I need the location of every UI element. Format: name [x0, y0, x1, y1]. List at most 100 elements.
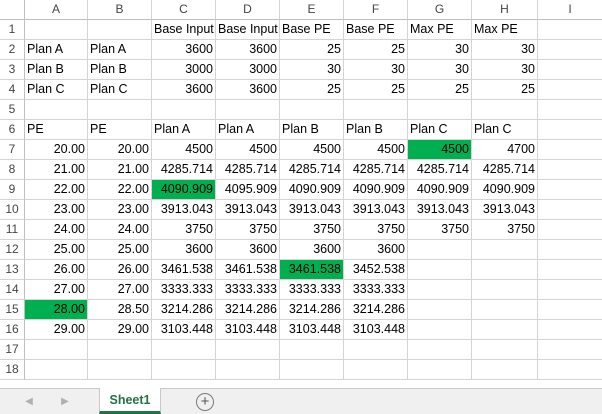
- cell-g14[interactable]: [408, 280, 472, 300]
- cell-h9[interactable]: 4090.909: [472, 180, 538, 200]
- cell-a10[interactable]: 23.00: [25, 200, 88, 220]
- cell-a8[interactable]: 21.00: [25, 160, 88, 180]
- cell-c13[interactable]: 3461.538: [152, 260, 216, 280]
- cell-e18[interactable]: [280, 360, 344, 380]
- cell-f7[interactable]: 4500: [344, 140, 408, 160]
- cell-h8[interactable]: 4285.714: [472, 160, 538, 180]
- row-header-8[interactable]: 8: [0, 160, 25, 180]
- row-header-13[interactable]: 13: [0, 260, 25, 280]
- row-header-12[interactable]: 12: [0, 240, 25, 260]
- cell-g6[interactable]: Plan C: [408, 120, 472, 140]
- cell-h12[interactable]: [472, 240, 538, 260]
- cell-i11[interactable]: [538, 220, 602, 240]
- row-header-16[interactable]: 16: [0, 320, 25, 340]
- cell-c1[interactable]: Base Input: [152, 20, 216, 40]
- row-header-10[interactable]: 10: [0, 200, 25, 220]
- cell-a13[interactable]: 26.00: [25, 260, 88, 280]
- cell-f6[interactable]: Plan B: [344, 120, 408, 140]
- cell-g15[interactable]: [408, 300, 472, 320]
- cell-f11[interactable]: 3750: [344, 220, 408, 240]
- row-header-11[interactable]: 11: [0, 220, 25, 240]
- cell-e4[interactable]: 25: [280, 80, 344, 100]
- cell-e2[interactable]: 25: [280, 40, 344, 60]
- cell-h16[interactable]: [472, 320, 538, 340]
- cell-g8[interactable]: 4285.714: [408, 160, 472, 180]
- row-header-5[interactable]: 5: [0, 100, 25, 120]
- cell-c4[interactable]: 3600: [152, 80, 216, 100]
- cell-f4[interactable]: 25: [344, 80, 408, 100]
- cell-i7[interactable]: [538, 140, 602, 160]
- cell-b12[interactable]: 25.00: [88, 240, 152, 260]
- cell-e11[interactable]: 3750: [280, 220, 344, 240]
- cell-b9[interactable]: 22.00: [88, 180, 152, 200]
- row-header-15[interactable]: 15: [0, 300, 25, 320]
- cell-a12[interactable]: 25.00: [25, 240, 88, 260]
- cell-e8[interactable]: 4285.714: [280, 160, 344, 180]
- cell-b18[interactable]: [88, 360, 152, 380]
- cell-d7[interactable]: 4500: [216, 140, 280, 160]
- column-header-a[interactable]: A: [25, 0, 88, 20]
- cell-d12[interactable]: 3600: [216, 240, 280, 260]
- column-header-e[interactable]: E: [280, 0, 344, 20]
- row-header-14[interactable]: 14: [0, 280, 25, 300]
- cell-d10[interactable]: 3913.043: [216, 200, 280, 220]
- cell-h13[interactable]: [472, 260, 538, 280]
- cell-c11[interactable]: 3750: [152, 220, 216, 240]
- cell-e3[interactable]: 30: [280, 60, 344, 80]
- cell-c10[interactable]: 3913.043: [152, 200, 216, 220]
- cell-a7[interactable]: 20.00: [25, 140, 88, 160]
- cell-h11[interactable]: 3750: [472, 220, 538, 240]
- row-header-3[interactable]: 3: [0, 60, 25, 80]
- cell-b15[interactable]: 28.50: [88, 300, 152, 320]
- cell-h7[interactable]: 4700: [472, 140, 538, 160]
- cell-c14[interactable]: 3333.333: [152, 280, 216, 300]
- cell-d15[interactable]: 3214.286: [216, 300, 280, 320]
- cell-c8[interactable]: 4285.714: [152, 160, 216, 180]
- cell-f14[interactable]: 3333.333: [344, 280, 408, 300]
- cell-i18[interactable]: [538, 360, 602, 380]
- cell-h1[interactable]: Max PE: [472, 20, 538, 40]
- cell-a1[interactable]: [25, 20, 88, 40]
- cell-e15[interactable]: 3214.286: [280, 300, 344, 320]
- cell-a17[interactable]: [25, 340, 88, 360]
- cell-a11[interactable]: 24.00: [25, 220, 88, 240]
- cell-c3[interactable]: 3000: [152, 60, 216, 80]
- cell-h17[interactable]: [472, 340, 538, 360]
- column-header-g[interactable]: G: [408, 0, 472, 20]
- cell-d11[interactable]: 3750: [216, 220, 280, 240]
- cell-b6[interactable]: PE: [88, 120, 152, 140]
- cell-g9[interactable]: 4090.909: [408, 180, 472, 200]
- cell-a5[interactable]: [25, 100, 88, 120]
- cell-i13[interactable]: [538, 260, 602, 280]
- cell-g18[interactable]: [408, 360, 472, 380]
- cell-f17[interactable]: [344, 340, 408, 360]
- cell-g4[interactable]: 25: [408, 80, 472, 100]
- cell-e12[interactable]: 3600: [280, 240, 344, 260]
- cell-d9[interactable]: 4095.909: [216, 180, 280, 200]
- cell-f16[interactable]: 3103.448: [344, 320, 408, 340]
- cell-i10[interactable]: [538, 200, 602, 220]
- cell-e16[interactable]: 3103.448: [280, 320, 344, 340]
- cell-g13[interactable]: [408, 260, 472, 280]
- cell-h2[interactable]: 30: [472, 40, 538, 60]
- cell-f15[interactable]: 3214.286: [344, 300, 408, 320]
- cell-e10[interactable]: 3913.043: [280, 200, 344, 220]
- column-header-d[interactable]: D: [216, 0, 280, 20]
- cell-d4[interactable]: 3600: [216, 80, 280, 100]
- cell-a14[interactable]: 27.00: [25, 280, 88, 300]
- column-header-f[interactable]: F: [344, 0, 408, 20]
- cell-i16[interactable]: [538, 320, 602, 340]
- cell-d2[interactable]: 3600: [216, 40, 280, 60]
- cell-e7[interactable]: 4500: [280, 140, 344, 160]
- row-header-18[interactable]: 18: [0, 360, 25, 380]
- cell-d13[interactable]: 3461.538: [216, 260, 280, 280]
- cell-h18[interactable]: [472, 360, 538, 380]
- cell-b10[interactable]: 23.00: [88, 200, 152, 220]
- cell-f10[interactable]: 3913.043: [344, 200, 408, 220]
- cell-g3[interactable]: 30: [408, 60, 472, 80]
- cell-h15[interactable]: [472, 300, 538, 320]
- cell-i17[interactable]: [538, 340, 602, 360]
- cell-b17[interactable]: [88, 340, 152, 360]
- cell-h3[interactable]: 30: [472, 60, 538, 80]
- cell-i6[interactable]: [538, 120, 602, 140]
